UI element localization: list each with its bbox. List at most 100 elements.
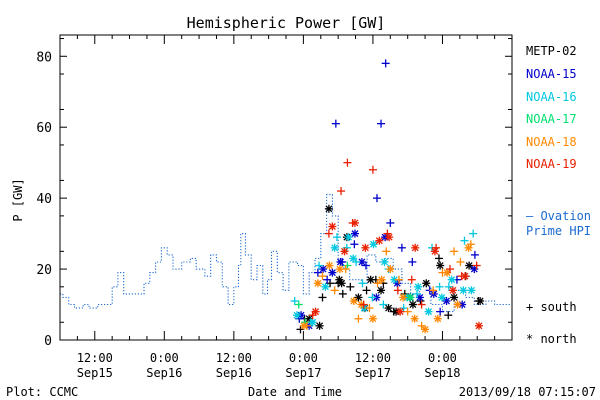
star-marker: [375, 236, 384, 245]
plus-marker: [330, 286, 339, 295]
star-marker: [328, 222, 337, 231]
x-tick-label: Sep18: [424, 366, 460, 380]
plus-marker: [332, 233, 341, 242]
y-axis-label: P [GW]: [11, 178, 25, 221]
star-marker: [464, 243, 473, 252]
star-marker: [293, 311, 302, 320]
x-tick-label: Sep15: [77, 366, 113, 380]
plus-marker: [290, 296, 299, 305]
footer-timestamp: 2013/09/18 07:15:07: [459, 385, 596, 399]
star-marker: [350, 229, 359, 238]
y-tick-label: 80: [36, 50, 52, 65]
plus-marker: [450, 247, 459, 256]
legend-entry: NOAA-19: [526, 157, 577, 171]
star-marker: [325, 261, 334, 270]
x-tick-label: Sep17: [285, 366, 321, 380]
star-marker: [349, 254, 358, 263]
plus-marker: [331, 119, 340, 128]
plus-marker: [445, 265, 454, 274]
north-symbol-legend: * north: [526, 332, 577, 346]
plus-marker: [386, 218, 395, 227]
plus-marker: [397, 243, 406, 252]
plus-marker: [381, 59, 390, 68]
star-marker: [414, 282, 423, 291]
star-marker: [313, 279, 322, 288]
x-tick-label: 0:00: [289, 351, 318, 365]
star-marker: [411, 243, 420, 252]
star-marker: [386, 265, 395, 274]
star-marker: [361, 243, 370, 252]
legend-entry: NOAA-16: [526, 90, 577, 104]
star-marker: [453, 300, 462, 309]
star-marker: [335, 265, 344, 274]
plus-marker: [359, 300, 368, 309]
star-marker: [319, 265, 328, 274]
south-symbol-legend: + south: [526, 300, 577, 314]
plus-marker: [365, 304, 374, 313]
star-marker: [357, 257, 366, 266]
data-points: [290, 59, 485, 334]
plus-marker: [399, 304, 408, 313]
plus-marker: [354, 314, 363, 323]
plus-marker: [373, 279, 382, 288]
star-marker: [340, 247, 349, 256]
star-marker: [450, 293, 459, 302]
star-marker: [354, 293, 363, 302]
star-marker: [299, 321, 308, 330]
plus-marker: [318, 272, 327, 281]
star-marker: [421, 325, 430, 334]
y-tick-label: 60: [36, 121, 52, 136]
star-marker: [459, 286, 468, 295]
star-marker: [396, 307, 405, 316]
hpi-step-line: [60, 194, 512, 313]
plus-marker: [393, 286, 402, 295]
star-marker: [315, 321, 324, 330]
legend-entry: NOAA-18: [526, 135, 577, 149]
plus-marker: [408, 257, 417, 266]
x-tick-label: Sep16: [216, 366, 252, 380]
star-marker: [321, 282, 330, 291]
star-marker: [308, 318, 317, 327]
plus-marker: [313, 268, 322, 277]
star-marker: [474, 321, 483, 330]
star-marker: [465, 261, 474, 270]
plus-marker: [318, 293, 327, 302]
star-marker: [377, 286, 386, 295]
plus-marker: [338, 289, 347, 298]
star-marker: [408, 300, 417, 309]
plus-marker: [343, 261, 352, 270]
footer-plot-credit: Plot: CCMC: [6, 385, 78, 399]
plus-marker: [294, 300, 303, 309]
plus-marker: [417, 300, 426, 309]
star-marker: [436, 261, 445, 270]
star-marker: [324, 204, 333, 213]
plus-marker: [444, 311, 453, 320]
plus-marker: [435, 282, 444, 291]
plus-marker: [470, 250, 479, 259]
star-marker: [368, 314, 377, 323]
star-marker: [344, 233, 353, 242]
hpi-legend-label: — Ovation: [526, 209, 591, 223]
star-marker: [311, 307, 320, 316]
legend: METP-02 NOAA-15 NOAA-16 NOAA-17 NOAA-18 …: [526, 44, 591, 346]
star-marker: [349, 296, 358, 305]
plus-marker: [403, 307, 412, 316]
star-marker: [410, 314, 419, 323]
star-marker: [442, 296, 451, 305]
star-marker: [433, 314, 442, 323]
plus-marker: [377, 119, 386, 128]
star-marker: [336, 257, 345, 266]
legend-entry: NOAA-15: [526, 67, 577, 81]
star-marker: [380, 257, 389, 266]
star-marker: [366, 275, 375, 284]
plus-marker: [361, 261, 370, 270]
star-marker: [350, 218, 359, 227]
plus-marker: [350, 240, 359, 249]
y-tick-label: 20: [36, 263, 52, 278]
plus-marker: [323, 275, 332, 284]
plus-marker: [456, 257, 465, 266]
star-marker: [430, 247, 439, 256]
plus-marker: [469, 229, 478, 238]
plus-marker: [417, 321, 426, 330]
